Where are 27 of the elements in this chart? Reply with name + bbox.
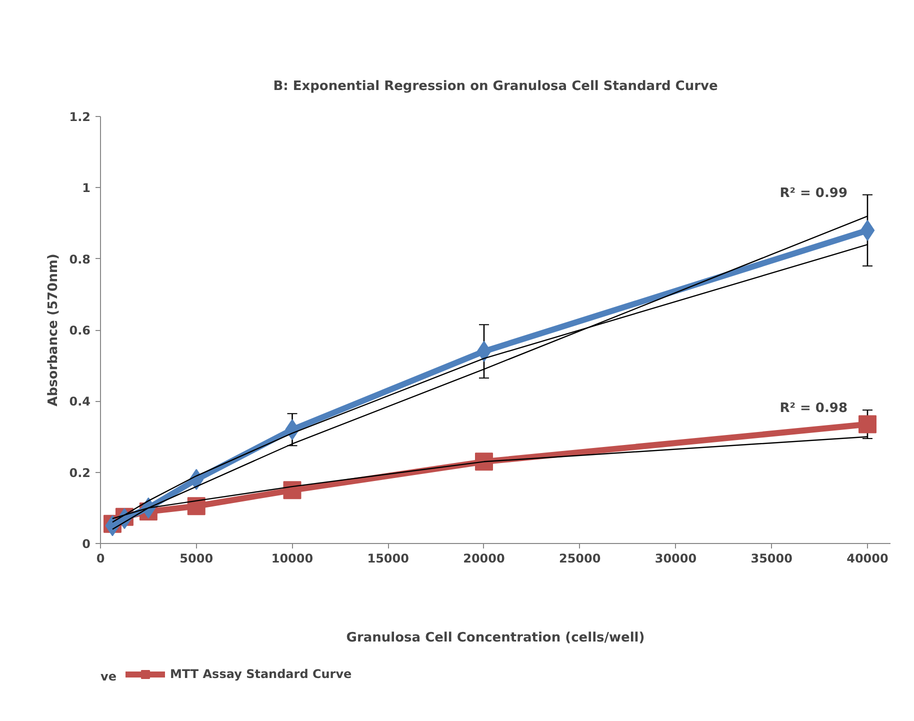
point (187, 497, 206, 516)
point (474, 452, 493, 471)
x-tick-label: 15000 (367, 552, 409, 566)
y-axis-title: Absorbance (570nm) (46, 254, 62, 406)
x-tick-label: 35000 (750, 552, 792, 566)
x-axis-title: Granulosa Cell Concentration (cells/well) (346, 630, 645, 646)
x-tick-label: 20000 (463, 552, 505, 566)
annotation: R² = 0.98 (780, 401, 848, 416)
x-tick-label: 25000 (558, 552, 601, 566)
x-tick-label: 30000 (654, 552, 697, 566)
y-tick-label: 1.2 (69, 110, 91, 124)
point (283, 481, 302, 500)
y-tick-label: 0.6 (69, 324, 91, 338)
y-tick-label: 0.8 (69, 252, 91, 266)
x-tick-label: 0 (96, 552, 105, 566)
chart-title: B: Exponential Regression on Granulosa Cell Standard Curve (273, 79, 718, 94)
y-tick-label: 0.2 (69, 466, 91, 480)
text: ve (100, 670, 116, 684)
x-tick-label: 40000 (846, 552, 888, 566)
point (858, 415, 876, 434)
y-tick-label: 1 (82, 181, 91, 196)
legend-label: MTT Assay Standard Curve (170, 667, 352, 681)
annotation: R² = 0.99 (780, 186, 848, 201)
y-tick-label: 0 (82, 537, 91, 551)
x-tick-label: 10000 (271, 552, 314, 566)
x-tick-label: 5000 (180, 552, 214, 566)
y-tick-label: 0.4 (69, 394, 91, 409)
